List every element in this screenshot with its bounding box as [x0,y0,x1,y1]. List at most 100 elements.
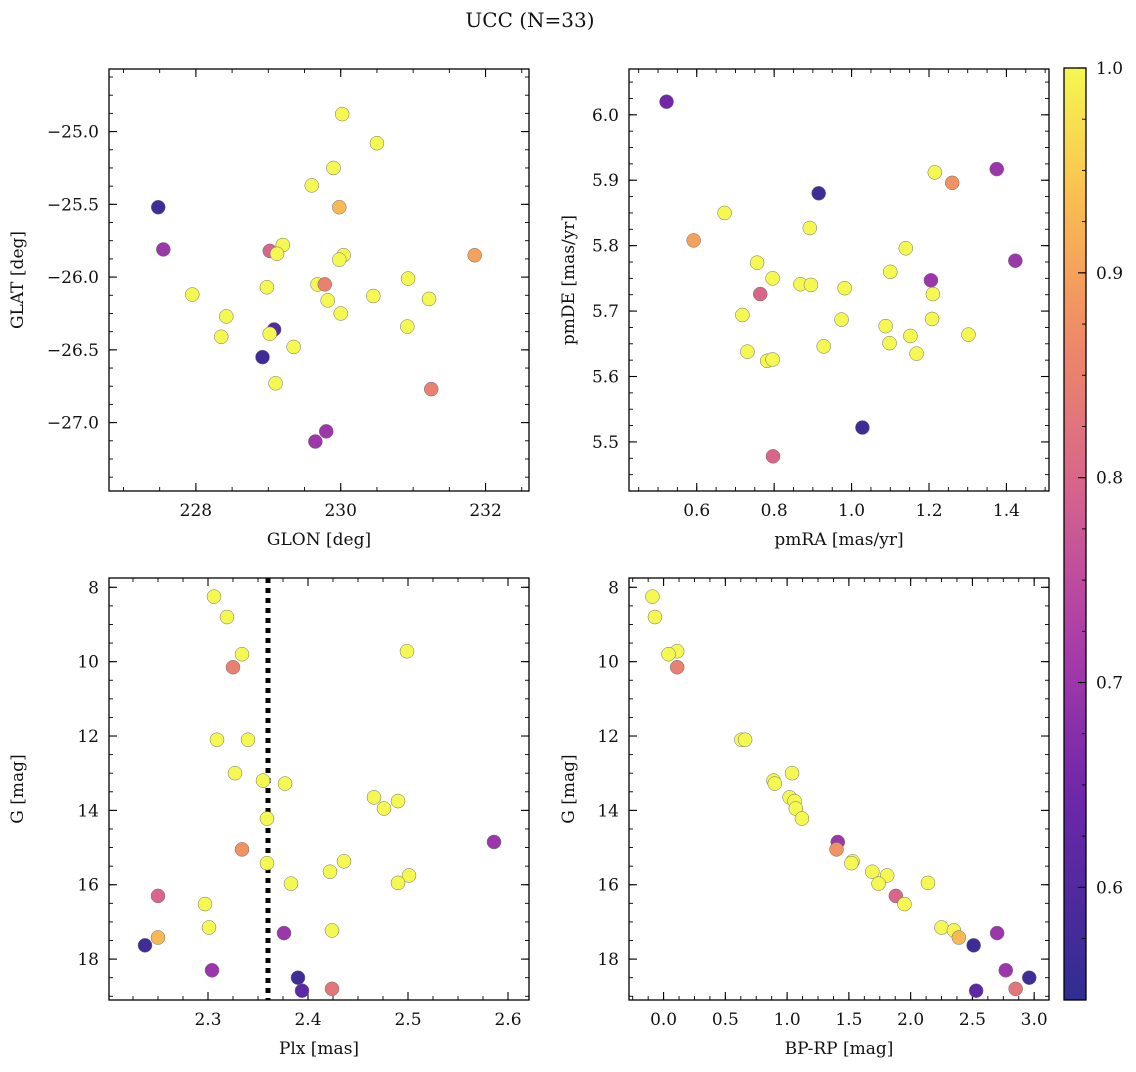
x-axis-label: pmRA [mas/yr] [774,530,903,550]
x-tick-label: 0.5 [712,1010,739,1030]
data-point [209,732,225,747]
data-point [717,205,732,221]
data-point [400,271,416,286]
data-point [737,732,753,747]
y-tick-label: 16 [77,876,99,896]
data-point [752,286,768,302]
y-tick-label: 14 [597,801,619,821]
data-point [150,888,166,904]
data-point [802,220,818,236]
data-point [219,609,235,625]
data-point [326,160,341,176]
data-point [909,346,924,361]
data-point [324,923,340,938]
data-point [369,135,385,151]
data-point [765,352,780,367]
data-point [844,855,859,871]
data-point [923,273,939,288]
y-tick-label: 5.8 [592,237,619,257]
figure-title: UCC (N=33) [465,8,594,32]
x-tick-label: 2.5 [959,1010,986,1030]
x-tick-label: 230 [324,501,356,521]
data-point [276,925,292,941]
data-point [878,318,893,334]
data-point [998,963,1014,978]
y-axis-label: G [mag] [8,754,28,823]
y-tick-label: 5.6 [592,368,619,388]
data-point [240,732,256,747]
data-point [227,765,243,781]
x-tick-label: 232 [469,501,501,521]
data-point [290,970,306,985]
y-tick-label: −25.5 [47,195,99,215]
data-point [834,312,849,327]
data-point [318,424,334,439]
data-point [961,327,976,342]
data-point [1008,981,1023,997]
data-point [197,896,213,912]
data-point [269,246,285,262]
y-tick-label: 16 [597,876,619,896]
colorbar-tick-label: 0.9 [1096,264,1123,284]
data-point [865,864,880,879]
y-tick-label: 8 [608,578,619,598]
data-point [669,659,685,675]
y-axis-label: G [mag] [559,754,579,823]
data-point [137,938,153,953]
data-point [871,876,886,891]
data-point [765,271,780,286]
data-point [366,288,381,304]
data-point [924,311,940,327]
y-tick-label: 5.7 [592,302,619,322]
data-point [855,420,870,435]
data-point [784,765,800,781]
x-tick-label: 228 [180,501,212,521]
y-tick-label: 10 [597,653,619,673]
data-point [150,199,166,215]
axes-frame [628,577,1050,1001]
data-point [898,241,914,256]
data-point [259,280,275,295]
data-point [882,335,897,351]
data-point [401,868,417,883]
colorbar-tick-label: 0.6 [1096,878,1123,898]
colorbar-tick-label: 1.0 [1096,59,1123,79]
data-point [156,242,171,257]
data-point [390,875,406,891]
y-axis-label: GLAT [deg] [8,231,28,329]
colorbar-tick-label: 0.7 [1096,674,1123,694]
data-point [320,293,335,308]
x-tick-label: 2.5 [394,1010,421,1030]
data-point [259,811,275,826]
data-point [390,793,406,809]
x-tick-label: 2.3 [194,1010,221,1030]
x-tick-label: 1.2 [915,501,942,521]
data-point [811,186,826,201]
data-point [322,864,338,879]
data-point [324,981,340,997]
data-point [966,938,981,953]
y-tick-label: 14 [77,801,99,821]
y-tick-label: 18 [597,950,619,970]
data-point [934,920,949,935]
data-point [486,834,502,850]
x-tick-label: 2.0 [897,1010,924,1030]
data-point [951,930,967,945]
y-tick-label: −26.0 [47,268,99,288]
y-tick-label: −27.0 [47,414,99,434]
x-tick-label: 1.0 [838,501,865,521]
x-axis-label: GLON [deg] [267,530,371,550]
data-point [423,381,439,397]
y-tick-label: −26.5 [47,341,99,361]
data-point [686,233,701,248]
axes-frame [628,68,1050,492]
data-point [283,876,299,891]
x-tick-label: 1.5 [835,1010,862,1030]
x-tick-label: 0.0 [650,1010,677,1030]
data-point [837,280,852,296]
data-point [1021,970,1037,985]
data-point [332,199,347,215]
data-point [308,434,323,449]
